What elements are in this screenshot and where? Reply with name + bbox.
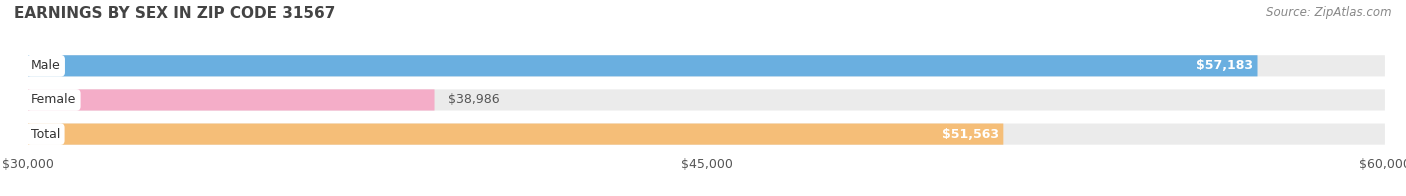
Text: Total: Total xyxy=(31,128,60,141)
FancyBboxPatch shape xyxy=(28,55,1385,76)
FancyBboxPatch shape xyxy=(28,55,1257,76)
FancyBboxPatch shape xyxy=(28,123,1004,145)
FancyBboxPatch shape xyxy=(28,89,1385,111)
Text: Source: ZipAtlas.com: Source: ZipAtlas.com xyxy=(1267,6,1392,19)
FancyBboxPatch shape xyxy=(28,89,434,111)
FancyBboxPatch shape xyxy=(28,123,1385,145)
Text: Male: Male xyxy=(31,59,60,72)
Text: EARNINGS BY SEX IN ZIP CODE 31567: EARNINGS BY SEX IN ZIP CODE 31567 xyxy=(14,6,336,21)
Text: $51,563: $51,563 xyxy=(942,128,1000,141)
Text: $57,183: $57,183 xyxy=(1197,59,1253,72)
Text: $38,986: $38,986 xyxy=(449,93,499,106)
Text: Female: Female xyxy=(31,93,76,106)
